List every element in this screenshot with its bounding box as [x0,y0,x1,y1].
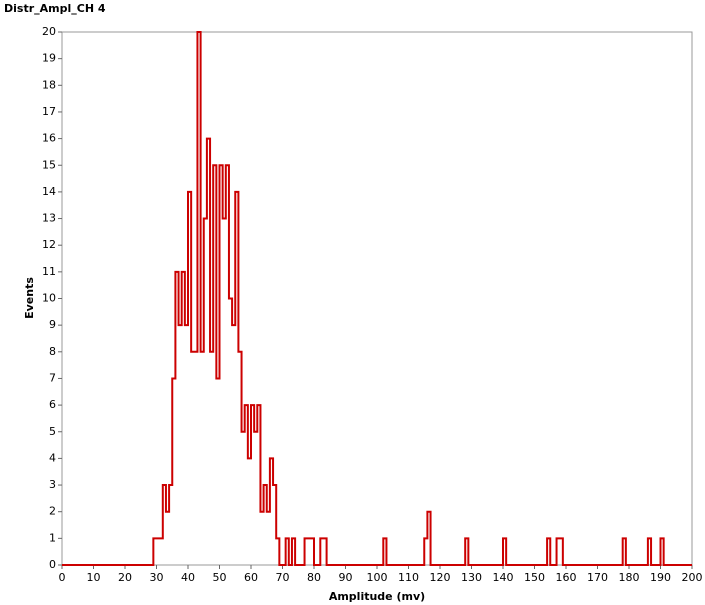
y-tick-label: 11 [42,265,56,278]
x-tick-label: 0 [59,571,66,584]
y-axis-label: Events [23,277,36,319]
x-tick-label: 20 [118,571,132,584]
y-tick-label: 18 [42,78,56,91]
x-tick-label: 60 [244,571,258,584]
x-tick-label: 180 [619,571,640,584]
x-tick-label: 150 [524,571,545,584]
y-tick-label: 7 [49,371,56,384]
x-tick-label: 100 [367,571,388,584]
y-tick-label: 10 [42,292,56,305]
y-tick-label: 2 [49,505,56,518]
y-tick-label: 16 [42,132,56,145]
y-tick-label: 15 [42,158,56,171]
x-tick-label: 140 [493,571,514,584]
x-tick-label: 170 [587,571,608,584]
y-tick-label: 3 [49,478,56,491]
x-tick-label: 80 [307,571,321,584]
x-tick-label: 40 [181,571,195,584]
x-tick-label: 30 [150,571,164,584]
x-tick-label: 70 [276,571,290,584]
y-tick-label: 19 [42,52,56,65]
y-tick-label: 1 [49,531,56,544]
x-tick-label: 160 [556,571,577,584]
x-tick-label: 200 [682,571,703,584]
y-tick-label: 4 [49,451,56,464]
y-tick-label: 5 [49,425,56,438]
y-tick-label: 17 [42,105,56,118]
y-tick-label: 20 [42,25,56,38]
x-tick-label: 10 [87,571,101,584]
x-tick-label: 90 [339,571,353,584]
y-tick-label: 8 [49,345,56,358]
x-tick-label: 110 [398,571,419,584]
x-tick-label: 130 [461,571,482,584]
y-tick-label: 13 [42,212,56,225]
y-tick-label: 6 [49,398,56,411]
x-axis-label: Amplitude (mv) [329,590,425,603]
y-tick-label: 0 [49,558,56,571]
y-tick-label: 12 [42,238,56,251]
chart-title: Distr_Ampl_CH 4 [4,2,106,15]
y-tick-label: 14 [42,185,56,198]
x-tick-label: 50 [213,571,227,584]
x-tick-label: 120 [430,571,451,584]
step-line [62,31,692,566]
y-tick-label: 9 [49,318,56,331]
x-tick-label: 190 [650,571,671,584]
